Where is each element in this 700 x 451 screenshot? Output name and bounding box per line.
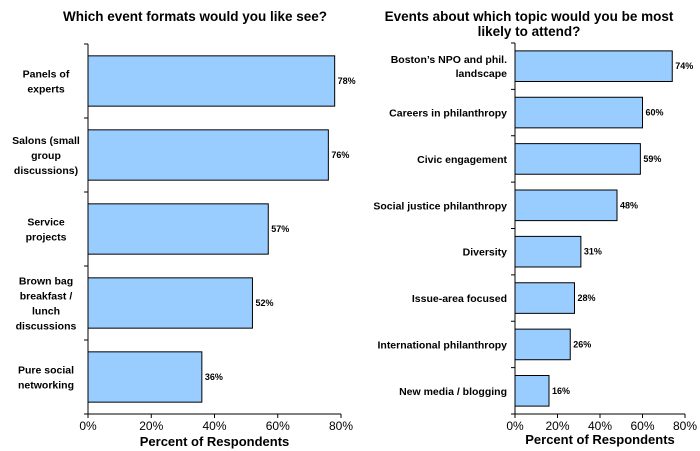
category-label-line: Pure social	[18, 365, 74, 377]
category-label: Brown bag breakfast / lunch discussions	[16, 276, 77, 333]
category-label-line: lunch	[32, 306, 60, 318]
bar-value-label: 74%	[675, 61, 693, 71]
category-label-line: experts	[27, 84, 65, 96]
bar-value-label: 36%	[205, 372, 223, 382]
category-label: Social justice philanthropy	[373, 200, 507, 212]
category-label-line: Boston’s NPO and phil.	[391, 54, 507, 66]
category-label: Service projects	[26, 217, 67, 244]
category-label-line: projects	[26, 232, 67, 244]
x-axis-label: Percent of Respondents	[140, 434, 290, 449]
category-label-line: Service	[27, 217, 65, 229]
x-axis-label: Percent of Respondents	[525, 432, 675, 447]
bar	[514, 375, 550, 407]
bar	[514, 189, 618, 222]
category-label-line: Issue-area focused	[412, 293, 507, 305]
category-label-line: New media / blogging	[399, 386, 507, 398]
x-tick-label: 80%	[673, 419, 697, 433]
bar	[514, 235, 582, 268]
category-label-line: Diversity	[463, 247, 508, 259]
x-tick-label: 20%	[545, 419, 569, 433]
bar	[514, 50, 673, 82]
category-label: New media / blogging	[399, 386, 507, 398]
category-label-line: networking	[18, 380, 74, 392]
bar-value-label: 59%	[643, 154, 661, 164]
bar-value-label: 16%	[552, 386, 570, 396]
event-formats-chart: Which event formats would you like see? …	[12, 9, 356, 449]
x-tick-label: 20%	[139, 419, 163, 433]
bar	[87, 277, 253, 329]
chart-title-line-1: Events about which topic would you be mo…	[385, 9, 674, 24]
category-label-line: Civic engagement	[417, 154, 507, 166]
bar	[514, 96, 643, 129]
bar-value-label: 26%	[573, 339, 591, 349]
x-tick-label: 0%	[79, 419, 97, 433]
category-label-line: Social justice philanthropy	[373, 200, 507, 212]
bar-value-label: 57%	[271, 224, 289, 234]
bar-value-label: 76%	[331, 150, 349, 160]
bar	[87, 129, 329, 181]
x-tick-label: 60%	[266, 419, 290, 433]
bar-value-label: 78%	[338, 76, 356, 86]
x-tick-label: 0%	[506, 419, 524, 433]
category-label-line: landscape	[456, 68, 508, 80]
event-topics-chart: Events about which topic would you be mo…	[373, 9, 697, 447]
category-label-line: Brown bag	[19, 276, 73, 288]
category-label-line: Salons (small	[12, 135, 80, 147]
category-label-line: Panels of	[23, 69, 70, 81]
category-label-line: breakfast /	[20, 291, 73, 303]
category-label-line: group	[31, 150, 61, 162]
bar	[514, 282, 575, 314]
bar	[87, 351, 203, 403]
category-label-line: Careers in philanthropy	[389, 108, 507, 120]
category-label-line: discussions)	[14, 165, 78, 177]
bar	[514, 143, 641, 175]
category-label: Diversity	[463, 247, 508, 259]
bar-value-label: 31%	[584, 247, 602, 257]
category-label-line: discussions	[16, 321, 77, 333]
chart-title-line-2: likely to attend?	[478, 24, 581, 39]
category-label: Civic engagement	[417, 154, 507, 166]
category-label: Issue-area focused	[412, 293, 507, 305]
x-tick-label: 40%	[202, 419, 226, 433]
bar	[514, 328, 571, 361]
category-label: Careers in philanthropy	[389, 108, 507, 120]
bar	[87, 55, 336, 107]
bar	[87, 203, 269, 255]
x-tick-label: 80%	[329, 419, 353, 433]
chart-title: Which event formats would you like see?	[63, 9, 327, 24]
bar-value-label: 52%	[255, 298, 273, 308]
category-label-line: International philanthropy	[377, 339, 507, 351]
x-tick-label: 40%	[588, 419, 612, 433]
bar-value-label: 60%	[646, 108, 664, 118]
category-label: International philanthropy	[377, 339, 507, 351]
category-label: Panels of experts	[23, 69, 70, 96]
category-label: Salons (small group discussions)	[12, 135, 80, 177]
x-tick-label: 60%	[630, 419, 654, 433]
category-label: Pure social networking	[18, 365, 74, 392]
bar-value-label: 28%	[578, 293, 596, 303]
category-label: Boston’s NPO and phil. landscape	[391, 54, 507, 80]
bar-value-label: 48%	[620, 200, 638, 210]
